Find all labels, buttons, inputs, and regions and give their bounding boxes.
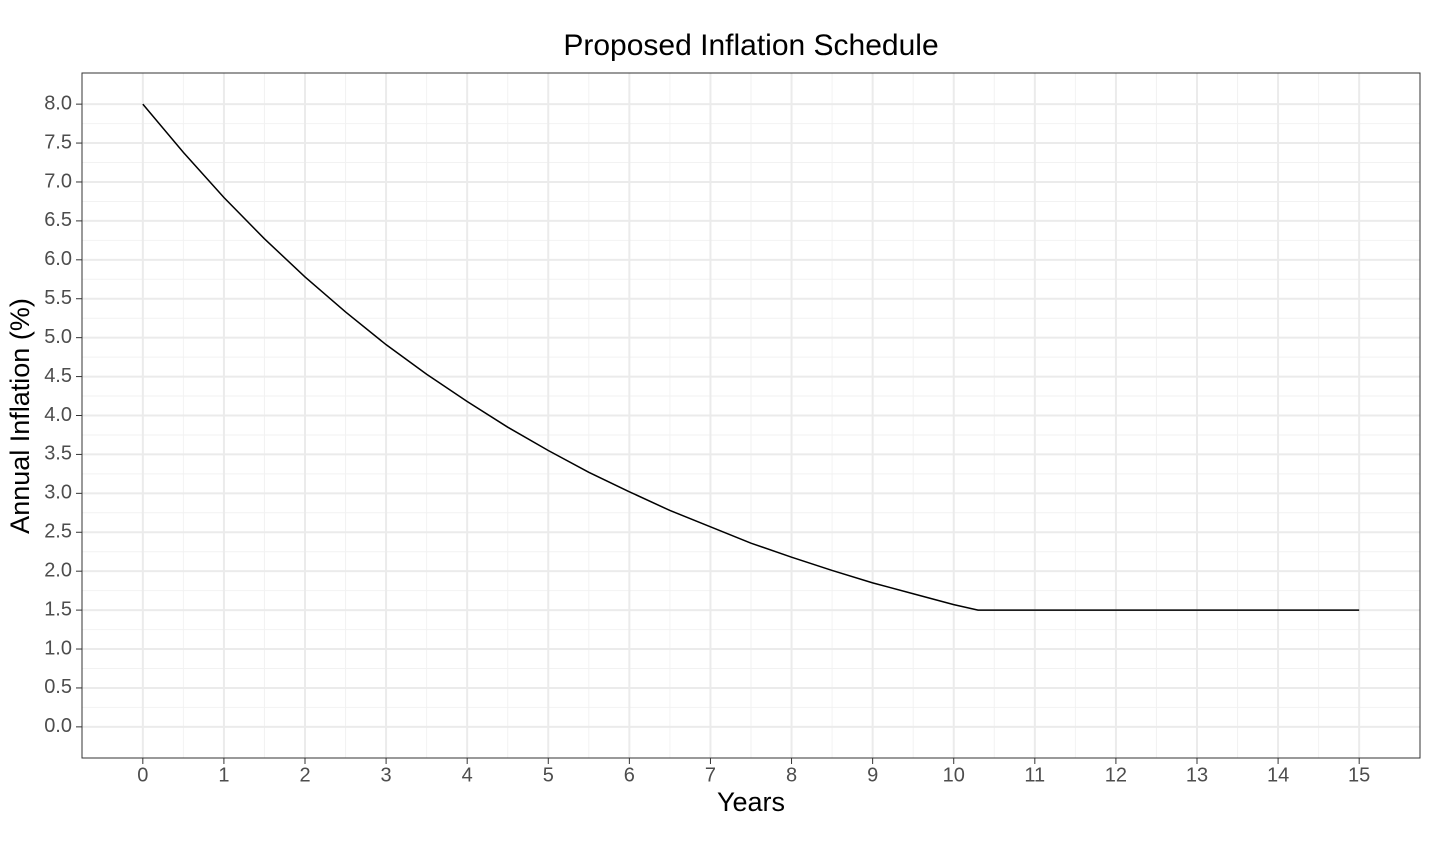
y-tick-label: 5.5 <box>44 287 72 309</box>
x-tick-label: 12 <box>1105 764 1127 786</box>
x-tick-label: 3 <box>381 764 392 786</box>
x-tick-label: 6 <box>624 764 635 786</box>
y-tick-label: 7.5 <box>44 131 72 153</box>
y-tick-label: 4.5 <box>44 365 72 387</box>
x-tick-label: 9 <box>867 764 878 786</box>
panel-border <box>81 72 1421 759</box>
x-tick-label: 13 <box>1186 764 1208 786</box>
y-tick-label: 2.0 <box>44 559 72 581</box>
x-tick-label: 1 <box>218 764 229 786</box>
y-tick-label: 4.0 <box>44 404 72 426</box>
chart-title: Proposed Inflation Schedule <box>563 29 938 62</box>
y-tick-label: 2.5 <box>44 521 72 543</box>
line <box>142 103 1360 611</box>
y-tick-label: 8.0 <box>44 92 72 114</box>
y-tick-label: 1.5 <box>44 598 72 620</box>
x-tick-label: 0 <box>137 764 148 786</box>
y-tick-label: 6.0 <box>44 248 72 270</box>
x-tick-label: 15 <box>1348 764 1370 786</box>
x-tick-label: 2 <box>299 764 310 786</box>
y-tick-label: 0.0 <box>44 715 72 737</box>
y-tick-label: 6.5 <box>44 209 72 231</box>
y-tick-label: 7.0 <box>44 170 72 192</box>
x-tick-label: 5 <box>543 764 554 786</box>
x-tick-label: 14 <box>1267 764 1289 786</box>
x-tick-label: 7 <box>705 764 716 786</box>
y-tick-label: 5.0 <box>44 326 72 348</box>
x-axis-title: Years <box>717 787 785 817</box>
x-tick-label: 11 <box>1024 764 1045 786</box>
y-tick-label: 1.0 <box>44 637 72 659</box>
y-tick-label: 3.0 <box>44 482 72 504</box>
y-tick-label: 0.5 <box>44 676 72 698</box>
x-tick-label: 8 <box>786 764 797 786</box>
y-axis-title: Annual Inflation (%) <box>5 298 35 534</box>
y-tick-label: 3.5 <box>44 443 72 465</box>
x-tick-label: 10 <box>943 764 965 786</box>
x-tick-label: 4 <box>462 764 473 786</box>
